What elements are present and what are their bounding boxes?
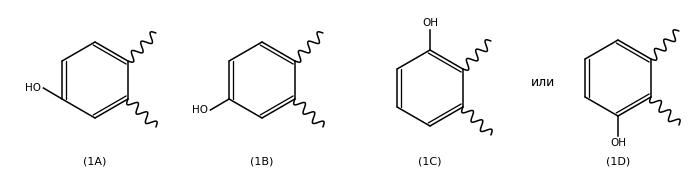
Text: OH: OH xyxy=(610,138,626,148)
Text: OH: OH xyxy=(422,18,438,28)
Text: HO: HO xyxy=(192,105,208,115)
Text: (1A): (1A) xyxy=(84,157,106,167)
Text: HO: HO xyxy=(25,83,41,93)
Text: (1D): (1D) xyxy=(606,157,630,167)
Text: (1C): (1C) xyxy=(418,157,442,167)
Text: или: или xyxy=(531,76,555,88)
Text: (1B): (1B) xyxy=(251,157,274,167)
